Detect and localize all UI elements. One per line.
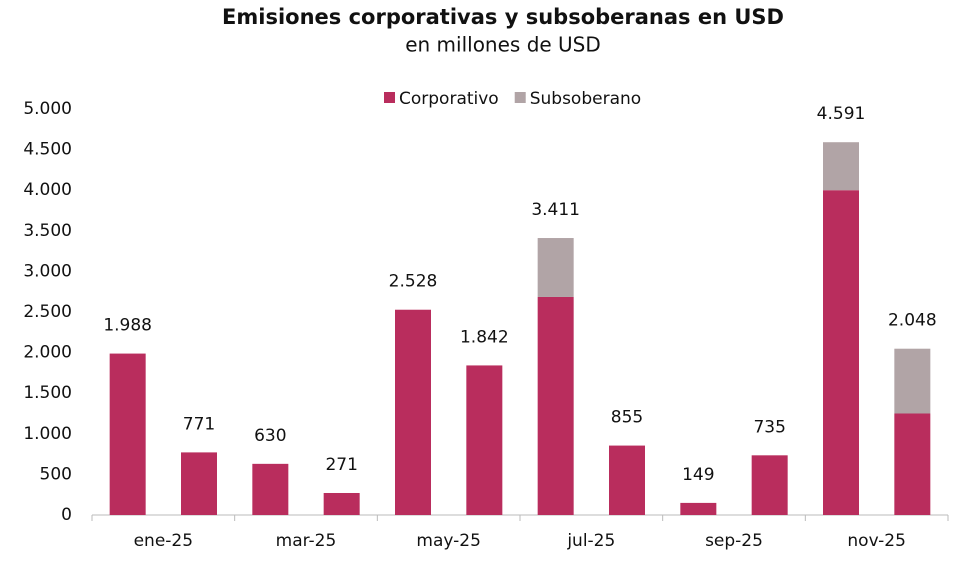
y-tick-label: 500 [40,464,72,484]
bar-segment [323,492,360,515]
bar-segment [823,190,859,515]
bar-segment [537,238,574,297]
total-label: 771 [183,414,215,434]
y-tick-label: 2.000 [23,343,72,363]
total-label: 4.591 [817,104,866,124]
total-label: 2.048 [888,311,937,331]
chart-title: Emisiones corporativas y subsoberanas en… [222,5,784,29]
chart-subtitle: en millones de USD [405,33,601,57]
legend-swatch [384,92,395,103]
total-label: 149 [682,465,714,485]
x-tick-label: sep-25 [705,531,763,551]
bar-segment [252,463,289,515]
total-label: 1.842 [460,327,509,347]
x-tick-label: nov-25 [847,531,906,551]
bar-segment [823,142,859,191]
total-label: 2.528 [389,272,438,292]
legend-swatch [514,92,526,103]
x-tick-label: may-25 [416,531,481,551]
y-tick-label: 4.000 [23,180,72,200]
bar-segment [894,413,931,515]
total-label: 1.988 [103,316,152,336]
bar-segment [680,502,717,515]
y-tick-label: 1.500 [23,383,72,403]
x-tick-label: mar-25 [276,531,337,551]
legend-label: Subsoberano [530,89,641,109]
bar-segment [466,365,503,515]
y-tick-label: 0 [61,505,72,525]
total-label: 3.411 [531,200,580,220]
y-tick-label: 3.000 [23,261,72,281]
bar-segment [395,309,431,515]
y-tick-label: 5.000 [23,99,72,119]
legend-label: Corporativo [399,89,499,109]
bar-segment [894,348,931,414]
bar-segment [751,455,788,515]
x-tick-label: ene-25 [134,531,193,551]
bar-segment [181,452,217,515]
total-label: 630 [254,426,286,446]
total-label: 271 [325,455,357,475]
bar-segment [609,445,645,515]
total-label: 735 [753,417,785,437]
y-tick-label: 3.500 [23,221,72,241]
bar-segment [109,353,146,515]
bar-segment [537,296,574,515]
y-tick-label: 2.500 [23,302,72,322]
x-tick-label: jul-25 [566,531,615,551]
y-tick-label: 4.500 [23,140,72,160]
y-tick-label: 1.000 [23,424,72,444]
total-label: 855 [611,408,643,428]
